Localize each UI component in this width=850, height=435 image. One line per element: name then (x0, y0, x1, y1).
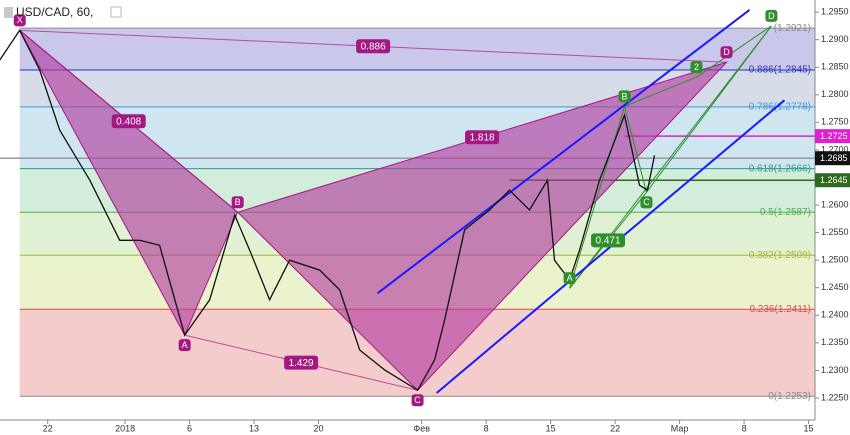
x-tick-label: 15 (546, 423, 556, 433)
trendline (376, 9, 751, 295)
x-tick-label: 13 (249, 423, 259, 433)
x-tick-label: Мар (671, 423, 689, 433)
y-tick-label: 1.2250 (821, 392, 849, 402)
pattern-leg (624, 76, 697, 107)
point-label: A (567, 273, 573, 283)
y-tick-label: 1.2950 (821, 7, 849, 17)
point-box (640, 196, 653, 209)
point-box (411, 394, 424, 407)
ratio-label: 0.408 (116, 116, 141, 127)
fib-label: 0.236(1.2411) (749, 304, 811, 315)
ratio-box (284, 355, 319, 370)
x-tick-label: 2018 (115, 423, 135, 433)
x-tick-label: 22 (610, 423, 620, 433)
chart-title: USD/CAD, 60, (16, 5, 93, 19)
point-label: B (622, 91, 628, 101)
x-tick-label: 6 (187, 423, 192, 433)
point-label: D (768, 11, 775, 21)
point-box (720, 46, 733, 59)
fib-label: 0(1.2253) (768, 391, 811, 402)
y-tick-label: 1.2450 (821, 282, 849, 292)
ratio-box (356, 39, 391, 54)
price-marker (815, 151, 850, 166)
point-box (13, 14, 26, 27)
fib-label: 0.5(1.2587) (760, 207, 811, 218)
y-tick-label: 1.2900 (821, 34, 849, 44)
x-tick-label: Фев (413, 423, 430, 433)
y-tick-label: 1.2800 (821, 89, 849, 99)
point-label: B (235, 197, 241, 207)
price-marker-label: 1.2645 (820, 175, 848, 185)
point-label: X (17, 15, 23, 25)
pattern-leg (624, 106, 647, 193)
x-tick-label: 8 (742, 423, 747, 433)
point-label: A (182, 340, 188, 350)
price-marker-label: 1.2685 (820, 153, 848, 163)
fib-label: (1.2921) (774, 23, 811, 34)
y-tick-label: 1.2300 (821, 365, 849, 375)
point-label: 2 (694, 62, 699, 72)
point-box (178, 339, 191, 352)
point-box (618, 90, 631, 103)
y-tick-label: 1.2400 (821, 310, 849, 320)
ratio-label: 1.818 (470, 132, 495, 143)
point-box (231, 196, 244, 209)
y-tick-label: 1.2850 (821, 62, 849, 72)
ratio-box (591, 233, 626, 248)
ratio-label: 0.471 (596, 235, 621, 246)
y-tick-label: 1.2750 (821, 117, 849, 127)
ratio-box (111, 114, 146, 129)
fib-label: 0.382(1.2509) (749, 250, 811, 261)
point-box (563, 272, 576, 285)
price-marker (815, 173, 850, 188)
fib-label: 0.786(1.2778) (749, 102, 811, 113)
point-box (765, 9, 778, 22)
fib-label: 0.886(1.2845) (749, 65, 811, 76)
y-tick-label: 1.2600 (821, 199, 849, 209)
price-marker (815, 129, 850, 144)
price-marker-label: 1.2725 (820, 131, 848, 141)
point-label: D (723, 47, 730, 57)
y-tick-label: 1.2550 (821, 227, 849, 237)
price-line-series (0, 29, 656, 392)
pattern-leg (696, 25, 772, 78)
y-tick-label: 1.2700 (821, 144, 849, 154)
ratio-label: 0.886 (361, 41, 386, 52)
fib-zone (19, 28, 815, 70)
point-box (690, 61, 703, 74)
plot-area: 0(1.2253) 0.236(1.2411) 0.382(1.2509) 0.5(1… (0, 9, 815, 407)
x-tick-label: 15 (804, 423, 814, 433)
y-tick-label: 1.2350 (821, 337, 849, 347)
pattern-leg (569, 106, 626, 289)
ratio-label: 1.429 (289, 358, 314, 369)
x-tick-label: 22 (43, 423, 53, 433)
y-tick-label: 1.2500 (821, 255, 849, 265)
settings-icon[interactable] (110, 6, 122, 18)
x-tick-label: 8 (484, 423, 489, 433)
title-icon[interactable] (4, 7, 13, 18)
x-tick-label: 20 (314, 423, 324, 433)
point-label: C (414, 395, 421, 405)
fib-label: 0.618(1.2666) (749, 163, 811, 174)
ratio-box (465, 130, 500, 145)
point-label: C (643, 197, 650, 207)
